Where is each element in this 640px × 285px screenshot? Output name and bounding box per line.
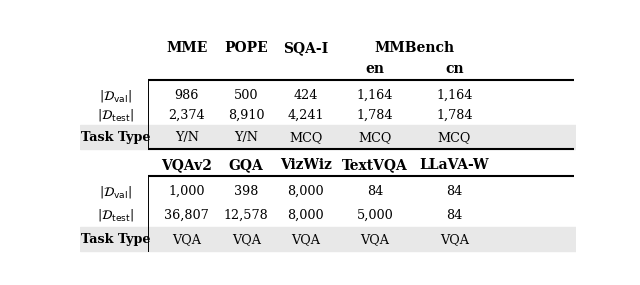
Text: 1,164: 1,164: [436, 89, 473, 102]
Text: MCQ: MCQ: [438, 131, 471, 144]
Text: $|\mathcal{D}_{\mathrm{test}}|$: $|\mathcal{D}_{\mathrm{test}}|$: [97, 207, 134, 223]
Text: 398: 398: [234, 185, 259, 198]
Text: VQA: VQA: [232, 233, 260, 246]
Text: VQA: VQA: [291, 233, 320, 246]
Text: SQA-I: SQA-I: [283, 41, 328, 56]
Text: 8,000: 8,000: [287, 185, 324, 198]
Text: VQA: VQA: [360, 233, 390, 246]
Text: 12,578: 12,578: [224, 209, 269, 222]
Text: MCQ: MCQ: [358, 131, 392, 144]
Text: $|\mathcal{D}_{\mathrm{val}}|$: $|\mathcal{D}_{\mathrm{val}}|$: [99, 184, 132, 200]
Text: Task Type: Task Type: [81, 233, 150, 246]
Text: $|\mathcal{D}_{\mathrm{val}}|$: $|\mathcal{D}_{\mathrm{val}}|$: [99, 88, 132, 104]
Bar: [80, 125, 576, 149]
Text: TextVQA: TextVQA: [342, 158, 408, 172]
Text: VQAv2: VQAv2: [161, 158, 212, 172]
Text: 1,164: 1,164: [357, 89, 394, 102]
Text: GQA: GQA: [228, 158, 264, 172]
Text: 84: 84: [446, 185, 463, 198]
Text: VizWiz: VizWiz: [280, 158, 332, 172]
Text: 36,807: 36,807: [164, 209, 209, 222]
Text: 1,784: 1,784: [436, 109, 473, 122]
Text: 424: 424: [294, 89, 318, 102]
Text: Y/N: Y/N: [234, 131, 258, 144]
Text: Y/N: Y/N: [175, 131, 198, 144]
Text: MCQ: MCQ: [289, 131, 323, 144]
Text: cn: cn: [445, 62, 464, 76]
Text: 5,000: 5,000: [356, 209, 394, 222]
Text: VQA: VQA: [440, 233, 469, 246]
Text: 4,241: 4,241: [287, 109, 324, 122]
Text: 500: 500: [234, 89, 259, 102]
Text: 986: 986: [175, 89, 199, 102]
Text: 84: 84: [446, 209, 463, 222]
Text: POPE: POPE: [224, 41, 268, 56]
Text: 8,910: 8,910: [228, 109, 264, 122]
Text: MMBench: MMBench: [375, 41, 455, 56]
Text: LLaVA-W: LLaVA-W: [420, 158, 490, 172]
Text: 1,784: 1,784: [357, 109, 394, 122]
Bar: [80, 227, 576, 251]
Text: 2,374: 2,374: [168, 109, 205, 122]
Text: en: en: [365, 62, 385, 76]
Text: MME: MME: [166, 41, 207, 56]
Text: 84: 84: [367, 185, 383, 198]
Text: VQA: VQA: [172, 233, 201, 246]
Text: $|\mathcal{D}_{\mathrm{test}}|$: $|\mathcal{D}_{\mathrm{test}}|$: [97, 107, 134, 123]
Text: Task Type: Task Type: [81, 131, 150, 144]
Text: 1,000: 1,000: [168, 185, 205, 198]
Text: 8,000: 8,000: [287, 209, 324, 222]
